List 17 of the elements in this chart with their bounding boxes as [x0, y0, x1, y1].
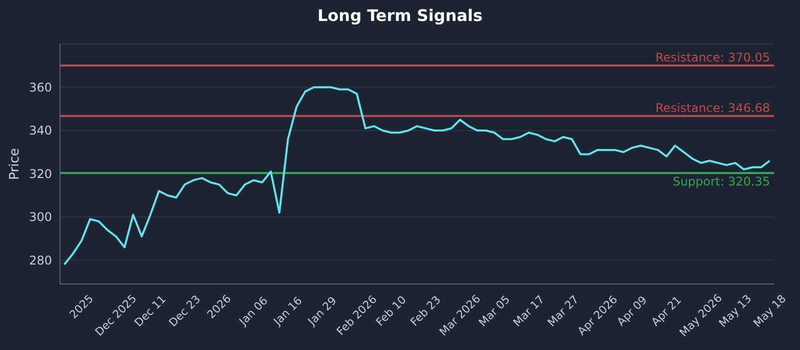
x-tick-label: Jan 06: [236, 294, 270, 329]
x-tick-label: Mar 17: [510, 292, 547, 330]
line-series: [63, 86, 771, 266]
ref-line-label: Resistance: 370.05: [655, 50, 770, 65]
y-tick-label: 340: [29, 124, 52, 138]
y-tick-label: 320: [29, 166, 52, 181]
chart-title: Long Term Signals: [316, 5, 484, 27]
x-tick-label: Dec 23: [166, 292, 204, 330]
y-tick-label: 280: [29, 253, 52, 268]
y-tick-label: 300: [29, 210, 52, 224]
ref-line-label: Support: 320.35: [672, 174, 770, 188]
y-axis-title: Price: [8, 148, 23, 180]
x-tick-label: Feb 23: [408, 293, 444, 329]
x-tick-label: Jan 16: [270, 294, 305, 329]
y-tick-label: 360: [29, 80, 52, 95]
ref-line-label: Resistance: 346.68: [655, 101, 770, 116]
x-tick-label: Apr 21: [648, 294, 684, 329]
